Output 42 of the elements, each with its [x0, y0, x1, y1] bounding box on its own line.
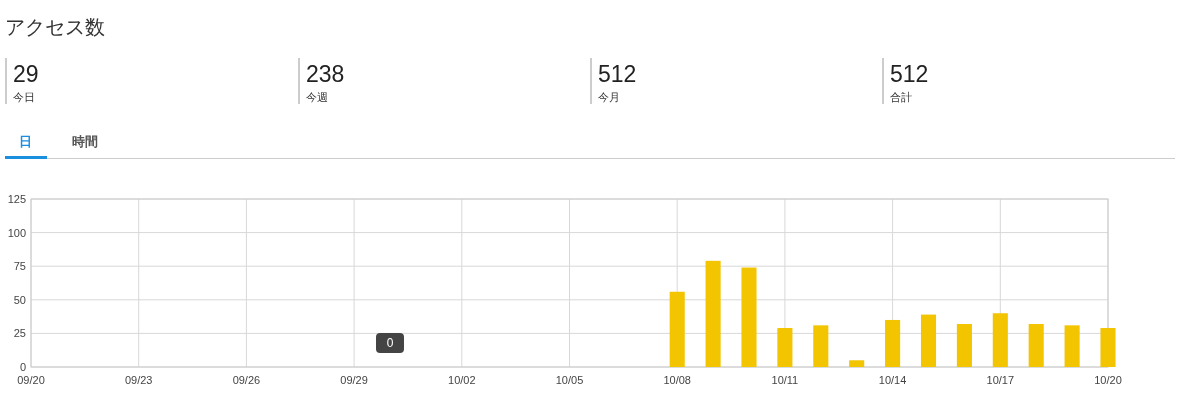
- x-tick-label: 10/20: [1094, 374, 1122, 386]
- bar: [813, 325, 829, 367]
- bar: [885, 319, 901, 367]
- x-tick-label: 09/29: [340, 374, 368, 386]
- y-tick-label: 25: [13, 327, 26, 340]
- x-tick-label: 10/05: [555, 374, 584, 386]
- data-label: 512: [598, 61, 637, 87]
- text: 時間: [71, 134, 98, 149]
- data-label: 29: [13, 61, 39, 87]
- category-label: 今週: [306, 91, 328, 103]
- x-tick-label: 09/20: [17, 374, 45, 386]
- bar: [705, 260, 721, 367]
- category-label: 今月: [598, 91, 620, 103]
- x-tick-label: 09/23: [124, 374, 153, 386]
- bar: [992, 313, 1008, 367]
- y-tick-label: 0: [19, 361, 26, 373]
- bar: [1028, 323, 1044, 367]
- bar: [920, 314, 937, 367]
- bar: [1100, 328, 1116, 367]
- category-label: 今日: [13, 91, 35, 103]
- text: アクセス数: [5, 16, 105, 38]
- category-label: 合計: [890, 91, 912, 103]
- bar: [1064, 325, 1080, 367]
- x-tick-label: 10/08: [663, 374, 691, 386]
- x-tick-label: 10/11: [771, 374, 799, 386]
- y-tick-label: 75: [13, 260, 26, 273]
- bar: [849, 360, 865, 367]
- y-tick-label: 125: [7, 193, 26, 205]
- data-label: 512: [890, 61, 929, 87]
- text: 日: [18, 134, 32, 149]
- bar: [956, 323, 972, 367]
- data-label: 238: [306, 61, 345, 87]
- y-tick-label: 50: [13, 293, 26, 306]
- annotation: 0: [386, 336, 394, 350]
- bar: [741, 267, 757, 367]
- y-tick-label: 100: [7, 226, 26, 239]
- bar: [777, 328, 793, 367]
- x-tick-label: 09/26: [232, 374, 261, 386]
- x-tick-label: 10/17: [986, 374, 1015, 386]
- x-tick-label: 10/14: [878, 374, 907, 386]
- bar: [669, 291, 685, 367]
- x-tick-label: 10/02: [448, 374, 476, 386]
